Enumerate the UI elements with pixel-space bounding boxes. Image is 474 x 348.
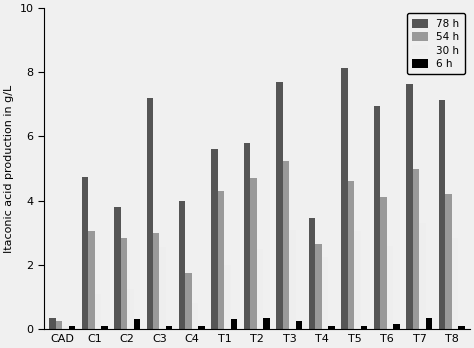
Bar — [257, 249, 264, 329]
Bar — [82, 176, 88, 329]
Bar — [62, 326, 69, 329]
Bar — [185, 273, 192, 329]
Bar — [374, 106, 381, 329]
Bar — [328, 326, 335, 329]
Bar — [179, 201, 185, 329]
Bar — [101, 326, 108, 329]
Bar — [413, 168, 419, 329]
Bar — [276, 82, 283, 329]
Bar — [407, 84, 413, 329]
Bar — [244, 143, 250, 329]
Bar — [199, 326, 205, 329]
Bar — [88, 231, 94, 329]
Bar — [419, 223, 426, 329]
Bar — [296, 321, 302, 329]
Bar — [218, 191, 225, 329]
Bar — [250, 178, 257, 329]
Bar — [361, 326, 367, 329]
Bar — [393, 324, 400, 329]
Bar — [322, 257, 328, 329]
Bar — [283, 160, 290, 329]
Bar — [355, 231, 361, 329]
Bar — [446, 194, 452, 329]
Bar — [69, 326, 75, 329]
Bar — [120, 238, 127, 329]
Bar — [348, 181, 355, 329]
Bar — [341, 68, 348, 329]
Bar — [127, 289, 134, 329]
Bar — [192, 303, 199, 329]
Y-axis label: Itaconic acid production in g/L: Itaconic acid production in g/L — [4, 85, 14, 253]
Bar — [211, 149, 218, 329]
Bar — [426, 318, 432, 329]
Bar — [134, 319, 140, 329]
Bar — [316, 244, 322, 329]
Bar — [159, 247, 166, 329]
Bar — [146, 98, 153, 329]
Legend: 78 h, 54 h, 30 h, 6 h: 78 h, 54 h, 30 h, 6 h — [407, 13, 465, 74]
Bar — [264, 318, 270, 329]
Bar — [94, 294, 101, 329]
Bar — [153, 233, 159, 329]
Bar — [114, 207, 120, 329]
Bar — [439, 100, 446, 329]
Bar — [290, 230, 296, 329]
Bar — [166, 326, 173, 329]
Bar — [309, 218, 316, 329]
Bar — [231, 319, 237, 329]
Bar — [452, 238, 458, 329]
Bar — [225, 265, 231, 329]
Bar — [387, 246, 393, 329]
Bar — [49, 318, 55, 329]
Bar — [381, 197, 387, 329]
Bar — [55, 321, 62, 329]
Bar — [458, 326, 465, 329]
